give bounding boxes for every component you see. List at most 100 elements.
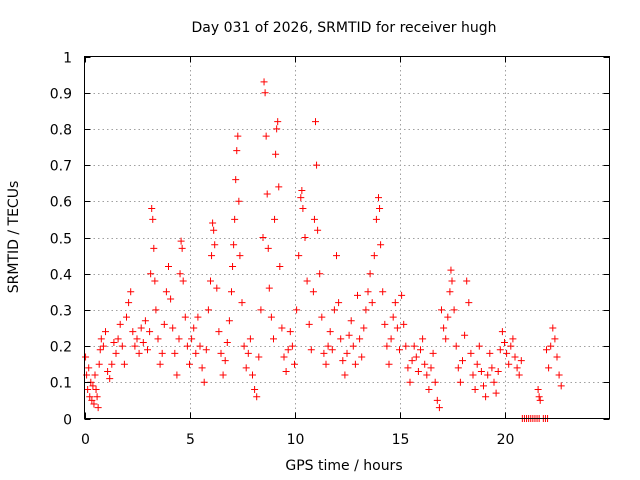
data-point [328, 346, 336, 354]
data-point [276, 262, 284, 270]
data-point [507, 342, 515, 350]
data-point [408, 357, 416, 365]
data-point [84, 386, 92, 394]
data-point [555, 371, 563, 379]
data-point [498, 328, 506, 336]
data-point [149, 215, 157, 223]
y-tick-label: 1 [63, 51, 72, 67]
data-point [231, 215, 239, 223]
data-point [299, 205, 307, 213]
data-point [229, 262, 237, 270]
data-point [419, 335, 427, 343]
data-point [240, 342, 248, 350]
data-point [501, 338, 508, 346]
axis-ticks [84, 56, 610, 420]
data-point [421, 360, 429, 368]
data-point [480, 382, 487, 390]
data-point [448, 277, 456, 285]
data-point [150, 244, 158, 252]
data-point [194, 313, 202, 321]
data-point [116, 320, 124, 328]
data-point [337, 335, 345, 343]
data-point [429, 349, 437, 357]
data-point [260, 78, 268, 86]
data-point [261, 89, 269, 97]
data-point [312, 118, 319, 126]
data-point [320, 349, 328, 357]
data-point [288, 342, 296, 350]
data-point [467, 349, 475, 357]
data-point [393, 324, 401, 332]
data-point [176, 270, 184, 278]
grid-layer [84, 56, 610, 419]
data-point [158, 349, 166, 357]
data-point [347, 317, 355, 325]
data-point [484, 371, 492, 379]
data-point [141, 317, 149, 325]
data-point [112, 349, 120, 357]
data-point [316, 270, 324, 278]
data-point [450, 306, 458, 314]
data-point [233, 147, 241, 155]
data-point [398, 291, 406, 299]
data-point [96, 346, 104, 354]
data-point [108, 360, 116, 368]
data-point [534, 386, 542, 394]
data-point [400, 320, 408, 328]
data-point [301, 234, 309, 241]
data-point [99, 342, 107, 350]
data-point [423, 371, 431, 379]
data-point [341, 371, 349, 379]
data-point [305, 320, 313, 328]
y-tick-label: 0.3 [50, 304, 72, 320]
data-point [339, 357, 347, 365]
data-point [284, 346, 292, 354]
data-point [265, 284, 273, 292]
x-tick-label: 0 [81, 432, 90, 448]
data-point [444, 313, 452, 321]
data-point [95, 360, 103, 368]
y-tick-label: 0.9 [50, 87, 72, 103]
data-point [97, 335, 105, 343]
data-point [286, 328, 294, 336]
data-point [471, 386, 479, 394]
data-point [192, 349, 200, 357]
data-point [93, 393, 101, 401]
data-point [85, 364, 93, 372]
data-point [207, 277, 214, 285]
data-point [175, 335, 183, 343]
data-point [412, 353, 420, 361]
data-point [372, 215, 380, 223]
y-tick-label: 0.1 [50, 376, 72, 392]
x-tick-label: 10 [287, 432, 305, 448]
data-point [383, 342, 391, 350]
data-point [515, 371, 523, 379]
data-point [181, 313, 189, 321]
data-point [217, 349, 225, 357]
data-point [173, 371, 181, 379]
data-point [147, 270, 155, 278]
data-point [456, 378, 464, 386]
data-point [295, 252, 303, 260]
data-point [406, 378, 414, 386]
data-point [186, 360, 193, 368]
data-point [271, 215, 279, 223]
data-point [151, 277, 159, 285]
data-point [486, 349, 494, 357]
data-point [440, 324, 448, 332]
data-point [86, 393, 94, 401]
data-point [557, 382, 565, 390]
data-point [242, 364, 250, 372]
data-point [165, 262, 172, 270]
data-point [425, 386, 433, 394]
data-point [251, 386, 259, 394]
data-point [535, 393, 543, 401]
data-point [307, 346, 315, 354]
data-point [152, 306, 160, 314]
data-point [330, 306, 338, 314]
data-point [431, 378, 439, 386]
data-point [139, 338, 147, 346]
data-point [120, 360, 128, 368]
data-point [198, 364, 206, 372]
data-point [511, 353, 519, 361]
